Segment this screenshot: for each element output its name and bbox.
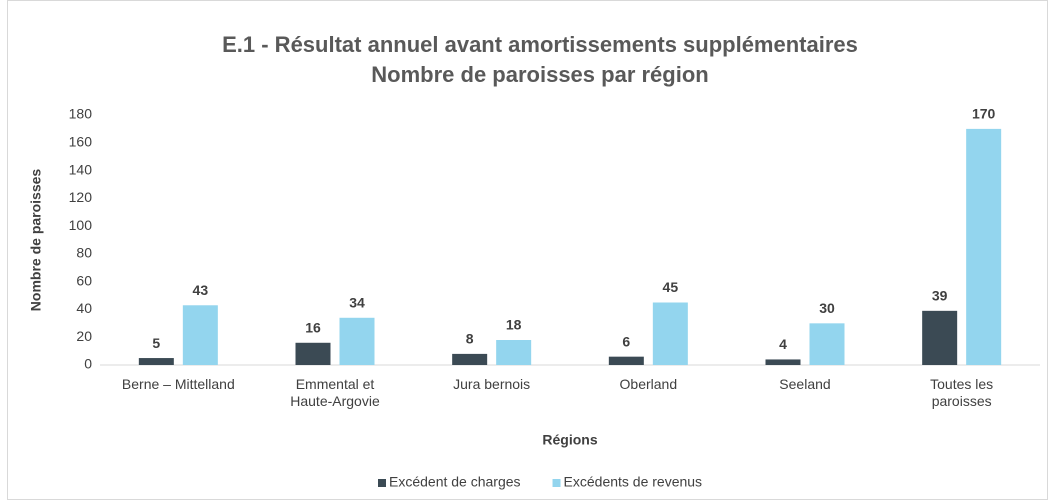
bar <box>608 356 644 365</box>
y-tick-label: 120 <box>69 189 93 205</box>
y-tick-label: 0 <box>84 356 92 372</box>
y-tick-label: 20 <box>76 328 92 344</box>
data-label: 6 <box>622 333 630 349</box>
bar <box>496 340 532 365</box>
y-tick-label: 140 <box>69 161 93 177</box>
x-tick-label: Emmental et Haute-Argovie <box>290 376 380 409</box>
legend-swatch <box>552 479 561 487</box>
chart-subtitle: Nombre de paroisses par région <box>371 62 708 87</box>
bar <box>966 128 1002 365</box>
data-label: 30 <box>819 300 835 316</box>
y-tick-label: 100 <box>69 217 93 233</box>
data-label: 39 <box>932 288 948 304</box>
bar <box>809 323 845 365</box>
data-label: 5 <box>152 335 160 351</box>
data-label: 16 <box>305 319 321 335</box>
data-label: 170 <box>972 106 996 122</box>
chart-border <box>7 0 1048 500</box>
x-tick-label: Jura bernois <box>453 376 531 392</box>
bar <box>138 358 174 365</box>
x-tick-label: Seeland <box>779 376 831 392</box>
x-tick-label: Toutes les paroisses <box>930 376 994 409</box>
y-tick-label: 160 <box>69 133 93 149</box>
bar <box>922 310 958 365</box>
x-tick-label: Oberland <box>619 376 678 392</box>
x-axis-title: Régions <box>542 432 597 448</box>
y-tick-label: 180 <box>69 106 93 122</box>
x-tick-label: Berne – Mittelland <box>121 376 235 392</box>
legend-label: Excédent de charges <box>389 474 521 490</box>
data-label: 4 <box>779 336 787 352</box>
legend-swatch <box>378 479 386 487</box>
data-label: 45 <box>663 279 679 295</box>
data-label: 8 <box>466 331 474 347</box>
bar <box>652 302 688 365</box>
bar <box>295 342 331 365</box>
bar <box>182 305 218 365</box>
y-tick-label: 40 <box>76 300 92 316</box>
legend-label: Excédents de revenus <box>564 474 703 490</box>
y-tick-label: 60 <box>76 272 92 288</box>
chart-title: E.1 - Résultat annuel avant amortissemen… <box>222 32 858 57</box>
y-axis-title: Nombre de paroisses <box>28 169 44 312</box>
data-label: 18 <box>506 317 522 333</box>
y-tick-label: 80 <box>76 245 92 261</box>
bar <box>765 359 801 365</box>
bar <box>339 317 375 365</box>
data-label: 43 <box>193 282 209 298</box>
data-label: 34 <box>349 294 365 310</box>
bar <box>452 353 488 365</box>
